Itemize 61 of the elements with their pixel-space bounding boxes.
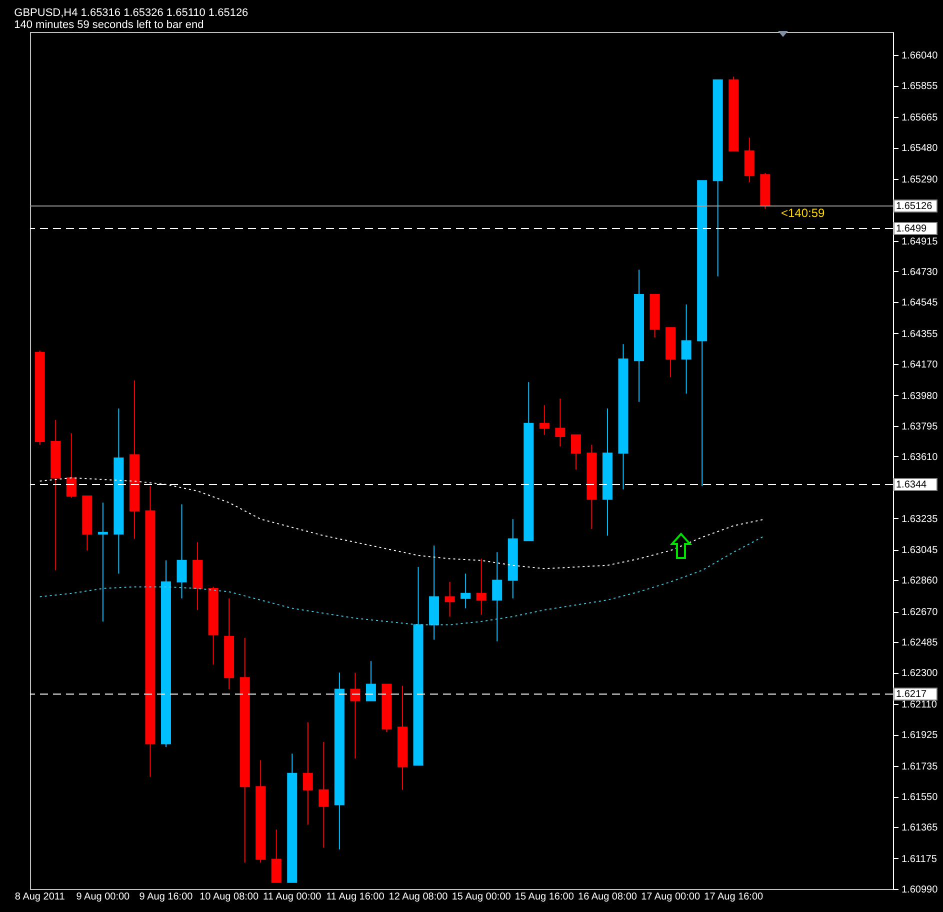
ref-line-label: 1.65126 (896, 201, 933, 212)
y-tick-label: 1.62485 (902, 638, 938, 649)
y-tick-label: 1.62860 (902, 576, 938, 587)
y-tick-label: 1.63610 (902, 452, 938, 463)
candlestick (318, 742, 329, 848)
y-tick-label: 1.63235 (902, 514, 938, 525)
y-tick-label: 1.63795 (902, 421, 938, 432)
y-tick-label: 1.65665 (902, 112, 938, 124)
y-tick-label: 1.61175 (902, 854, 938, 865)
ref-line-label: 1.6499 (896, 224, 928, 234)
candlestick (555, 398, 566, 447)
y-tick-label: 1.64355 (902, 328, 938, 340)
x-tick-label: 9 Aug 16:00 (139, 892, 194, 902)
candlestick (444, 581, 455, 618)
ref-line-label: 1.6344 (896, 479, 928, 490)
x-tick-label: 12 Aug 08:00 (388, 892, 448, 902)
x-tick-label: 17 Aug 00:00 (641, 892, 700, 902)
x-tick-label: 15 Aug 16:00 (514, 892, 574, 902)
candlestick (176, 504, 187, 599)
y-tick-label: 1.65480 (902, 143, 938, 154)
chart-title: GBPUSD,H4 1.65316 1.65326 1.65110 1.65126 (14, 7, 248, 19)
x-tick-label: 16 Aug 08:00 (578, 892, 638, 902)
x-tick-label: 15 Aug 00:00 (452, 892, 512, 902)
candlestick (271, 829, 282, 883)
y-tick-label: 1.61735 (902, 761, 938, 772)
candlestick (681, 304, 692, 394)
candlestick (366, 660, 376, 702)
x-tick-label: 11 Aug 00:00 (263, 892, 322, 902)
y-tick-label: 1.66040 (902, 50, 938, 62)
candlestick (460, 573, 471, 609)
y-tick-label: 1.64170 (902, 359, 938, 370)
x-tick-label: 11 Aug 16:00 (326, 892, 385, 902)
x-tick-label: 10 Aug 08:00 (200, 892, 259, 902)
y-tick-label: 1.61550 (902, 792, 938, 804)
candlestick (492, 552, 502, 642)
y-tick-label: 1.60990 (902, 884, 938, 896)
candlestick (66, 432, 76, 498)
x-tick-label: 17 Aug 16:00 (704, 892, 764, 902)
y-tick-label: 1.62300 (902, 668, 938, 680)
y-tick-label: 1.65290 (902, 174, 938, 186)
ref-line-label: 1.6217 (896, 689, 928, 700)
y-tick-label: 1.64915 (902, 236, 938, 248)
candlestick (539, 404, 550, 436)
y-tick-label: 1.61925 (902, 730, 938, 742)
candlestick (476, 558, 486, 616)
y-tick-label: 1.62110 (902, 700, 938, 711)
candlestick (98, 502, 108, 622)
chart-subtitle: 140 minutes 59 seconds left to bar end (14, 19, 204, 31)
y-tick-label: 1.61365 (902, 822, 938, 834)
x-tick-label: 9 Aug 00:00 (76, 892, 130, 902)
x-tick-label: 8 Aug 2011 (14, 892, 66, 902)
candlestick (302, 722, 313, 826)
annotation: <140:59 (781, 206, 826, 220)
y-tick-label: 1.63045 (902, 545, 938, 556)
y-tick-label: 1.64545 (902, 297, 938, 308)
candlestick (350, 672, 360, 760)
y-tick-label: 1.64730 (902, 266, 938, 278)
y-tick-label: 1.63980 (902, 390, 938, 402)
y-tick-label: 1.65855 (902, 81, 938, 92)
candlestick (570, 434, 581, 470)
y-tick-label: 1.62670 (902, 607, 938, 618)
